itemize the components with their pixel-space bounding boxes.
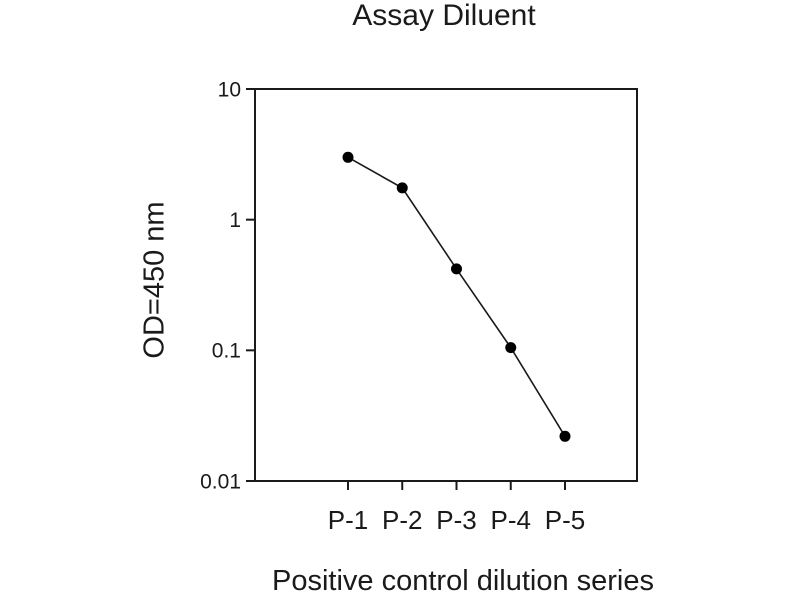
data-point-P-3 (451, 263, 462, 275)
x-tick-label: P-1 (328, 505, 368, 535)
chart-title: Assay Diluent (352, 0, 536, 32)
x-tick-label: P-3 (436, 505, 476, 535)
y-tick-label: 1 (229, 209, 241, 232)
data-line (347, 156, 566, 437)
x-tick-label: P-5 (545, 505, 585, 535)
data-point-P-5 (559, 430, 571, 442)
data-point-P-1 (342, 151, 354, 163)
x-axis-title: Positive control dilution series (271, 565, 655, 597)
plot-frame (254, 88, 638, 482)
y-tick-label: 0.01 (200, 470, 241, 493)
x-tick-label: P-4 (491, 505, 531, 535)
x-tick-label: P-2 (382, 505, 422, 535)
data-point-P-4 (505, 342, 517, 354)
y-tick-label: 0.1 (212, 340, 241, 363)
data-point-P-2 (396, 182, 408, 194)
y-tick-label: 10 (218, 78, 241, 101)
